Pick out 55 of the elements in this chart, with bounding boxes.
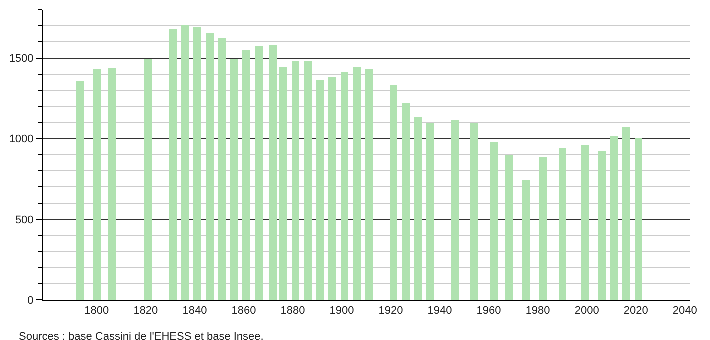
bar <box>76 81 84 300</box>
x-tick-label: 1920 <box>378 305 404 318</box>
bar <box>193 27 201 300</box>
bar <box>328 77 336 300</box>
y-tick-label: 1500 <box>9 53 34 66</box>
x-tick-label: 1900 <box>330 305 354 318</box>
bar <box>93 69 101 300</box>
x-tick-label: 1860 <box>232 305 256 318</box>
bar <box>490 142 498 300</box>
bar <box>390 85 397 300</box>
x-tick-label: 1960 <box>476 305 502 318</box>
x-tick-label: 1980 <box>526 305 550 318</box>
bar <box>365 69 373 300</box>
bar <box>181 25 189 300</box>
bar <box>230 59 238 300</box>
bar <box>341 72 348 300</box>
bar <box>169 29 177 300</box>
bar <box>559 148 566 300</box>
x-tick-label: 1820 <box>134 305 158 318</box>
x-tick-label: 2040 <box>672 305 698 318</box>
bar <box>304 61 312 300</box>
bar <box>316 80 324 300</box>
bar <box>598 151 606 300</box>
x-tick-label: 1840 <box>182 305 208 318</box>
bar <box>255 46 263 300</box>
x-tick-label: 2020 <box>624 305 648 318</box>
bar <box>108 68 116 300</box>
bar <box>279 67 287 300</box>
bar <box>242 50 250 300</box>
bar <box>144 59 152 300</box>
bar <box>610 136 618 300</box>
bar <box>426 123 434 300</box>
x-tick-label: 1940 <box>428 305 452 318</box>
x-tick-label: 2000 <box>574 305 600 318</box>
bar <box>292 61 299 300</box>
bar <box>402 103 410 300</box>
bar <box>206 33 214 300</box>
x-tick-label: 1880 <box>280 305 306 318</box>
bar <box>622 127 630 300</box>
bar <box>581 145 589 300</box>
bar <box>505 155 513 300</box>
bar <box>269 45 277 300</box>
bar <box>470 123 478 300</box>
bar <box>539 157 547 300</box>
y-tick-label: 0 <box>28 294 34 307</box>
x-tick-label: 1800 <box>84 305 110 318</box>
y-tick-label: 500 <box>15 214 34 226</box>
bar <box>522 180 530 300</box>
y-tick-label: 1000 <box>9 134 34 146</box>
bar <box>635 138 642 300</box>
bar <box>218 38 226 300</box>
bar <box>451 120 459 300</box>
bar <box>353 67 361 300</box>
bar <box>414 117 422 300</box>
source-note: Sources : base Cassini de l'EHESS et base Insee. <box>19 331 264 340</box>
